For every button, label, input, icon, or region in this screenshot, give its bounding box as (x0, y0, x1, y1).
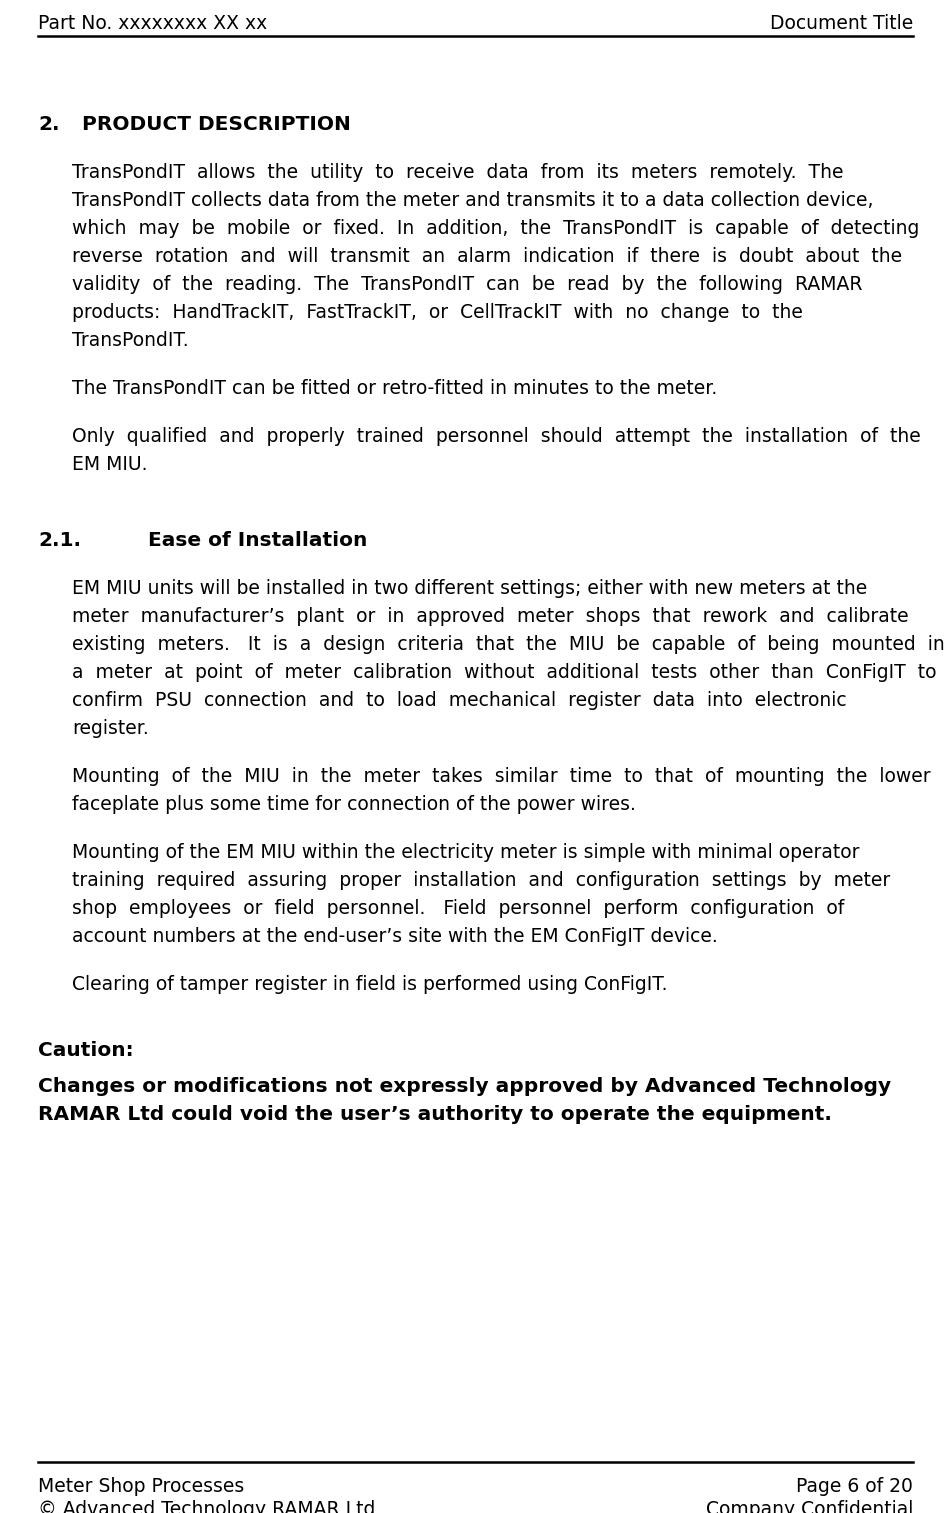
Text: existing  meters.   It  is  a  design  criteria  that  the  MIU  be  capable  of: existing meters. It is a design criteria… (72, 635, 944, 654)
Text: TransPondIT.: TransPondIT. (72, 331, 188, 350)
Text: Ease of Installation: Ease of Installation (148, 531, 367, 551)
Text: Caution:: Caution: (38, 1041, 134, 1061)
Text: PRODUCT DESCRIPTION: PRODUCT DESCRIPTION (82, 115, 351, 135)
Text: TransPondIT  allows  the  utility  to  receive  data  from  its  meters  remotel: TransPondIT allows the utility to receiv… (72, 163, 844, 182)
Text: RAMAR Ltd could void the user’s authority to operate the equipment.: RAMAR Ltd could void the user’s authorit… (38, 1104, 832, 1124)
Text: EM MIU units will be installed in two different settings; either with new meters: EM MIU units will be installed in two di… (72, 579, 867, 598)
Text: training  required  assuring  proper  installation  and  configuration  settings: training required assuring proper instal… (72, 871, 890, 890)
Text: The TransPondIT can be fitted or retro-fitted in minutes to the meter.: The TransPondIT can be fitted or retro-f… (72, 378, 717, 398)
Text: Mounting  of  the  MIU  in  the  meter  takes  similar  time  to  that  of  moun: Mounting of the MIU in the meter takes s… (72, 767, 931, 785)
Text: TransPondIT collects data from the meter and transmits it to a data collection d: TransPondIT collects data from the meter… (72, 191, 874, 210)
Text: © Advanced Technology RAMAR Ltd: © Advanced Technology RAMAR Ltd (38, 1499, 376, 1513)
Text: Changes or modifications not expressly approved by Advanced Technology: Changes or modifications not expressly a… (38, 1077, 891, 1095)
Text: Mounting of the EM MIU within the electricity meter is simple with minimal opera: Mounting of the EM MIU within the electr… (72, 843, 860, 862)
Text: confirm  PSU  connection  and  to  load  mechanical  register  data  into  elect: confirm PSU connection and to load mecha… (72, 691, 846, 710)
Text: reverse  rotation  and  will  transmit  an  alarm  indication  if  there  is  do: reverse rotation and will transmit an al… (72, 247, 902, 266)
Text: Meter Shop Processes: Meter Shop Processes (38, 1477, 244, 1496)
Text: validity  of  the  reading.  The  TransPondIT  can  be  read  by  the  following: validity of the reading. The TransPondIT… (72, 275, 863, 294)
Text: EM MIU.: EM MIU. (72, 455, 147, 474)
Text: Clearing of tamper register in field is performed using ConFigIT.: Clearing of tamper register in field is … (72, 974, 668, 994)
Text: Document Title: Document Title (769, 14, 913, 33)
Text: account numbers at the end-user’s site with the EM ConFigIT device.: account numbers at the end-user’s site w… (72, 927, 718, 946)
Text: products:  HandTrackIT,  FastTrackIT,  or  CellTrackIT  with  no  change  to  th: products: HandTrackIT, FastTrackIT, or C… (72, 303, 803, 322)
Text: shop  employees  or  field  personnel.   Field  personnel  perform  configuratio: shop employees or field personnel. Field… (72, 899, 844, 918)
Text: which  may  be  mobile  or  fixed.  In  addition,  the  TransPondIT  is  capable: which may be mobile or fixed. In additio… (72, 219, 920, 238)
Text: Part No. xxxxxxxx XX xx: Part No. xxxxxxxx XX xx (38, 14, 267, 33)
Text: a  meter  at  point  of  meter  calibration  without  additional  tests  other  : a meter at point of meter calibration wi… (72, 663, 937, 682)
Text: register.: register. (72, 719, 148, 738)
Text: Only  qualified  and  properly  trained  personnel  should  attempt  the  instal: Only qualified and properly trained pers… (72, 427, 921, 446)
Text: meter  manufacturer’s  plant  or  in  approved  meter  shops  that  rework  and : meter manufacturer’s plant or in approve… (72, 607, 908, 626)
Text: 2.: 2. (38, 115, 60, 135)
Text: Company Confidential: Company Confidential (706, 1499, 913, 1513)
Text: faceplate plus some time for connection of the power wires.: faceplate plus some time for connection … (72, 794, 636, 814)
Text: 2.1.: 2.1. (38, 531, 81, 551)
Text: Page 6 of 20: Page 6 of 20 (796, 1477, 913, 1496)
